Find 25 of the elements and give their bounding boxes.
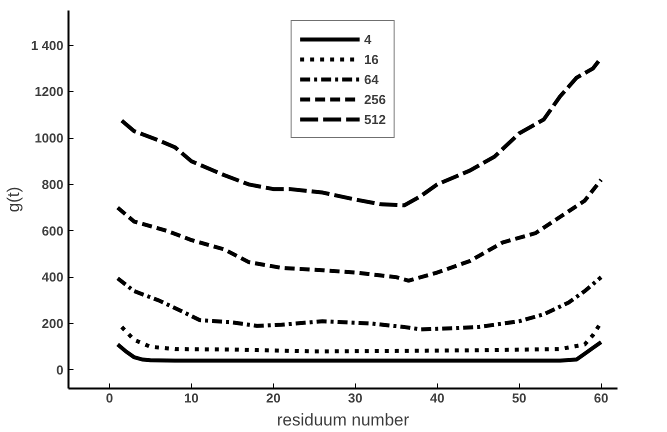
legend-label: 512: [364, 112, 386, 126]
x-tick-label: 30: [348, 390, 363, 406]
x-tick-label: 40: [430, 390, 444, 406]
y-tick-label: 1 400: [30, 38, 64, 53]
y-tick-label: 400: [42, 270, 64, 285]
legend-label: 256: [364, 92, 386, 106]
y-tick-label: 200: [42, 316, 64, 332]
legend-label: 16: [364, 52, 380, 66]
x-tick-label: 60: [594, 390, 608, 406]
line-series: [116, 275, 604, 332]
y-tick-label: 600: [42, 223, 64, 238]
y-tick-label: 1200: [34, 84, 64, 100]
line-series: [116, 340, 604, 363]
y-axis-title: g(t): [4, 186, 23, 212]
x-tick-label: 20: [266, 390, 281, 406]
y-tick-label: 1000: [34, 130, 64, 146]
y-tick-label: 800: [42, 176, 64, 192]
x-tick-label: 10: [184, 390, 199, 406]
legend-label: 4: [364, 32, 372, 46]
x-axis-title: residuum number: [276, 410, 410, 430]
x-tick-label: 50: [512, 390, 526, 406]
y-tick-label: 0: [56, 362, 64, 378]
legend-label: 64: [364, 72, 380, 86]
x-tick-label: 0: [106, 390, 114, 406]
line-series: [116, 178, 604, 283]
